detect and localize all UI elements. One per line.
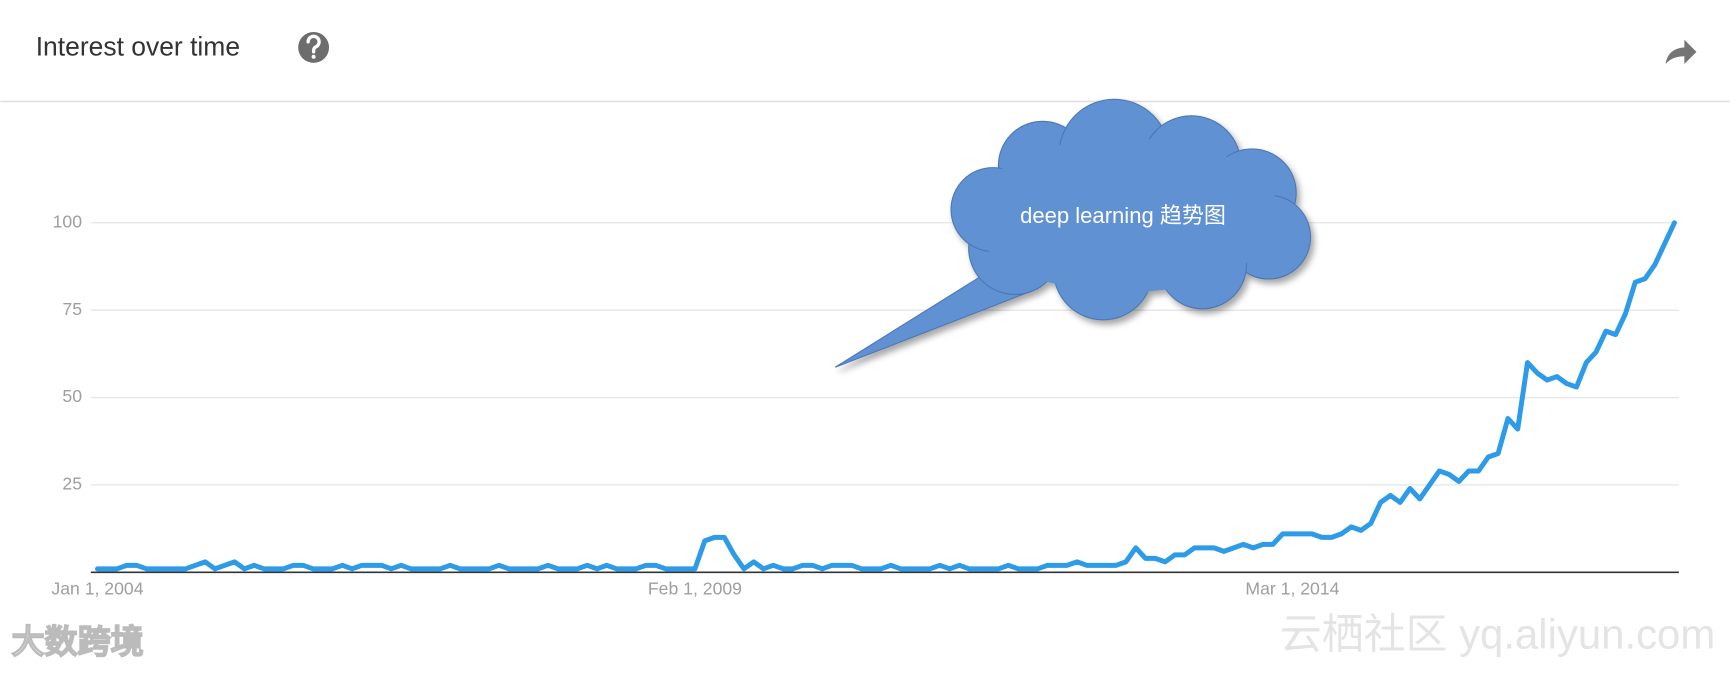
plot: 25 50 75 100 Jan 1, 2004 Feb 1, 2009 Mar 1, 20…	[51, 211, 1679, 599]
trend-line	[94, 220, 1677, 572]
x-tick-label: Feb 1, 2009	[648, 579, 742, 599]
x-tick-label: Mar 1, 2014	[1245, 579, 1339, 599]
y-tick-label: 100	[53, 211, 83, 231]
annotation-callout: deep learning 趋势图	[834, 98, 1312, 368]
y-tick-label: 50	[62, 386, 82, 406]
help-icon[interactable]	[298, 31, 330, 63]
share-icon[interactable]	[1665, 39, 1697, 64]
card-title: Interest over time	[36, 32, 240, 62]
watermark: 大数跨境	[11, 623, 143, 661]
annotation-text: deep learning 趋势图	[1020, 203, 1226, 228]
watermark: 云栖社区 yq.aliyun.com	[1280, 610, 1715, 657]
x-tick-label: Jan 1, 2004	[51, 579, 143, 599]
y-tick-label: 75	[62, 299, 82, 319]
y-tick-label: 25	[62, 474, 82, 494]
